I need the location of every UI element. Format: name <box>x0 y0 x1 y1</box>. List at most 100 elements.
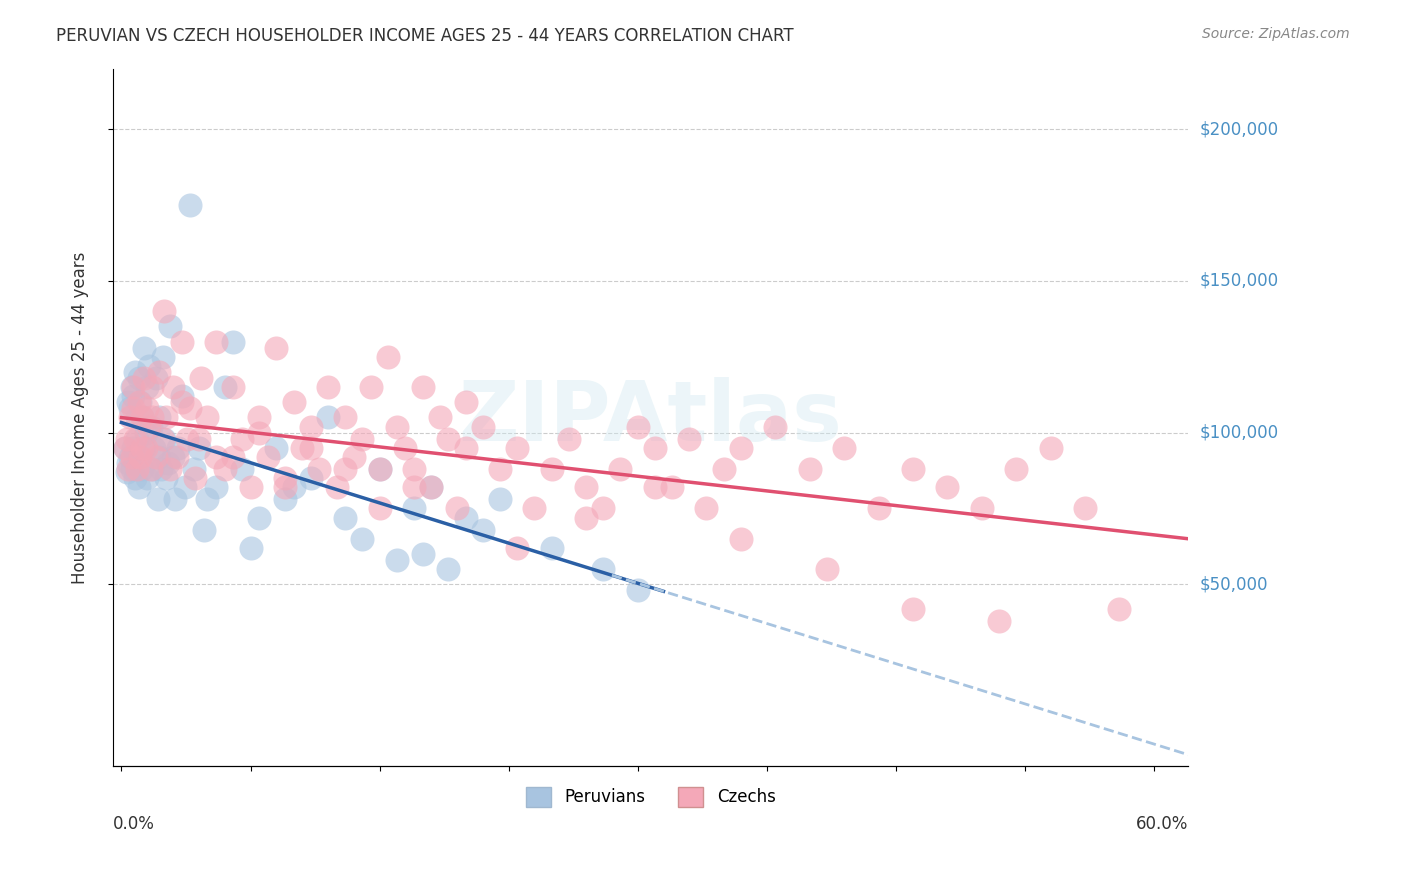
Point <box>299 419 322 434</box>
Point <box>166 450 188 464</box>
Point <box>730 441 752 455</box>
Point <box>132 371 155 385</box>
Point <box>124 365 146 379</box>
Text: Source: ZipAtlas.com: Source: ZipAtlas.com <box>1202 27 1350 41</box>
Point <box>368 462 391 476</box>
Point <box>988 614 1011 628</box>
Point <box>222 450 245 464</box>
Point <box>627 583 650 598</box>
Point <box>222 334 245 349</box>
Point <box>135 441 157 455</box>
Point <box>131 441 153 455</box>
Point <box>141 410 163 425</box>
Point <box>156 456 179 470</box>
Point <box>170 395 193 409</box>
Point <box>138 419 160 434</box>
Point <box>333 510 356 524</box>
Point <box>678 432 700 446</box>
Point <box>132 341 155 355</box>
Point <box>153 304 176 318</box>
Point <box>128 371 150 385</box>
Point <box>402 501 425 516</box>
Point <box>368 501 391 516</box>
Point <box>143 441 166 455</box>
Point <box>162 380 184 394</box>
Point <box>489 492 512 507</box>
Point <box>190 371 212 385</box>
Point <box>333 410 356 425</box>
Point <box>325 480 347 494</box>
Point <box>402 480 425 494</box>
Point <box>170 334 193 349</box>
Point <box>155 410 177 425</box>
Point <box>122 380 145 394</box>
Point <box>136 471 159 485</box>
Point <box>162 450 184 464</box>
Point <box>148 450 170 464</box>
Point <box>136 401 159 416</box>
Point <box>139 462 162 476</box>
Point <box>163 492 186 507</box>
Point <box>125 410 148 425</box>
Point <box>299 471 322 485</box>
Point <box>420 480 443 494</box>
Point <box>205 334 228 349</box>
Point <box>506 541 529 555</box>
Point <box>152 350 174 364</box>
Point <box>429 410 451 425</box>
Point <box>1074 501 1097 516</box>
Point <box>179 198 201 212</box>
Point <box>159 462 181 476</box>
Point <box>575 510 598 524</box>
Point <box>283 395 305 409</box>
Point <box>167 441 190 455</box>
Point <box>205 480 228 494</box>
Text: $50,000: $50,000 <box>1199 575 1268 593</box>
Point <box>901 462 924 476</box>
Point <box>540 462 562 476</box>
Point <box>231 432 253 446</box>
Point <box>360 380 382 394</box>
Point <box>214 462 236 476</box>
Point <box>115 465 138 479</box>
Point <box>129 395 152 409</box>
Point <box>222 380 245 394</box>
Point <box>970 501 993 516</box>
Point <box>117 456 139 470</box>
Point <box>1108 601 1130 615</box>
Point <box>454 441 477 455</box>
Point <box>352 532 374 546</box>
Point <box>120 401 142 416</box>
Text: $150,000: $150,000 <box>1199 272 1278 290</box>
Point <box>437 432 460 446</box>
Point <box>122 389 145 403</box>
Point <box>901 601 924 615</box>
Point <box>231 462 253 476</box>
Point <box>122 441 145 455</box>
Point <box>131 410 153 425</box>
Point <box>205 450 228 464</box>
Point <box>316 410 339 425</box>
Point <box>159 319 181 334</box>
Text: ZIPAtlas: ZIPAtlas <box>458 377 842 458</box>
Point <box>644 480 666 494</box>
Point <box>592 562 614 576</box>
Point <box>148 410 170 425</box>
Point <box>193 523 215 537</box>
Point <box>187 441 209 455</box>
Point <box>128 480 150 494</box>
Point <box>291 441 314 455</box>
Point <box>627 419 650 434</box>
Point <box>184 471 207 485</box>
Point <box>170 389 193 403</box>
Point <box>644 441 666 455</box>
Point <box>128 395 150 409</box>
Point <box>121 462 143 476</box>
Point <box>153 432 176 446</box>
Point <box>139 419 162 434</box>
Point <box>592 501 614 516</box>
Point <box>471 523 494 537</box>
Point <box>121 380 143 394</box>
Point <box>176 432 198 446</box>
Point <box>145 371 167 385</box>
